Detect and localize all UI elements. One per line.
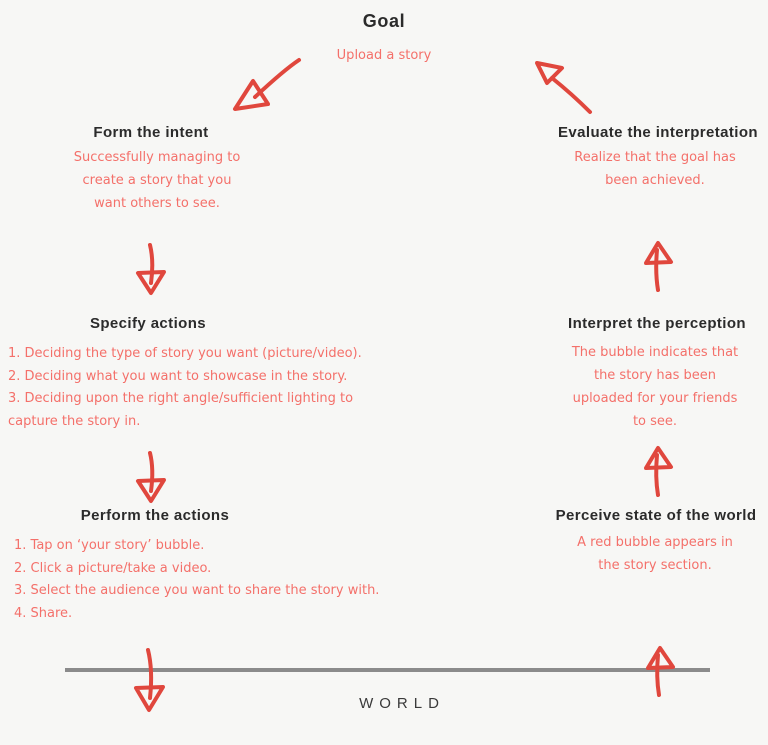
stage-perform-actions-title: Perform the actions: [80, 507, 230, 524]
arrow-intent-to-specify-icon: [136, 243, 166, 295]
description-line: Realize that the goal has: [574, 150, 736, 165]
description-line: been achieved.: [605, 173, 705, 188]
description-line: the story section.: [598, 558, 712, 573]
stage-perceive-title: Perceive state of the world: [555, 507, 757, 524]
description-line: create a story that you: [82, 173, 232, 188]
arrow-specify-to-perform-icon: [136, 451, 166, 503]
list-item: 3. Deciding upon the right angle/suffici…: [8, 391, 354, 429]
world-boundary-line: [65, 668, 710, 672]
arrow-interpret-to-evaluate-icon: [644, 241, 673, 292]
description-line: The bubble indicates that: [571, 345, 739, 360]
arrow-goal-to-intent-icon: [233, 58, 301, 111]
list-item: 2. Click a picture/take a video.: [14, 560, 212, 576]
list-item: 4. Share.: [14, 605, 73, 621]
list-item: 2. Deciding what you want to showcase in…: [8, 368, 348, 384]
list-item: 1. Tap on ‘your story’ bubble.: [14, 538, 205, 553]
stage-interpret-description: The bubble indicates that the story has …: [552, 341, 758, 433]
goal-title: Goal: [362, 11, 406, 31]
description-line: Successfully managing to: [73, 150, 241, 165]
stage-form-intent-title: Form the intent: [93, 124, 209, 141]
stage-evaluate-description: Realize that the goal has been achieved.: [552, 146, 758, 192]
description-line: to see.: [632, 414, 678, 429]
list-item: 3. Select the audience you want to share…: [14, 583, 380, 598]
description-line: the story has been: [593, 368, 717, 383]
description-line: uploaded for your friends: [572, 391, 738, 406]
stage-specify-actions-list: 1. Deciding the type of story you want (…: [8, 343, 392, 433]
description-line: A red bubble appears in: [577, 535, 733, 550]
arrow-evaluate-to-goal-icon: [535, 61, 592, 114]
stage-evaluate-title: Evaluate the interpretation: [557, 124, 758, 141]
stage-form-intent-description: Successfully managing to create a story …: [37, 146, 277, 215]
stage-interpret-title: Interpret the perception: [568, 315, 746, 332]
list-item: 1. Deciding the type of story you want (…: [8, 346, 362, 361]
arrow-world-to-perceive-icon: [646, 646, 675, 697]
stage-perceive-description: A red bubble appears in the story sectio…: [552, 531, 758, 577]
arrow-perform-to-world-icon: [134, 648, 165, 712]
stage-specify-actions-title: Specify actions: [89, 315, 207, 332]
world-label: WORLD: [359, 695, 445, 712]
stage-perform-actions-list: 1. Tap on ‘your story’ bubble. 2. Click …: [14, 535, 398, 625]
description-line: want others to see.: [94, 196, 220, 211]
goal-subtitle: Upload a story: [336, 48, 432, 63]
arrow-perceive-to-interpret-icon: [644, 446, 673, 497]
